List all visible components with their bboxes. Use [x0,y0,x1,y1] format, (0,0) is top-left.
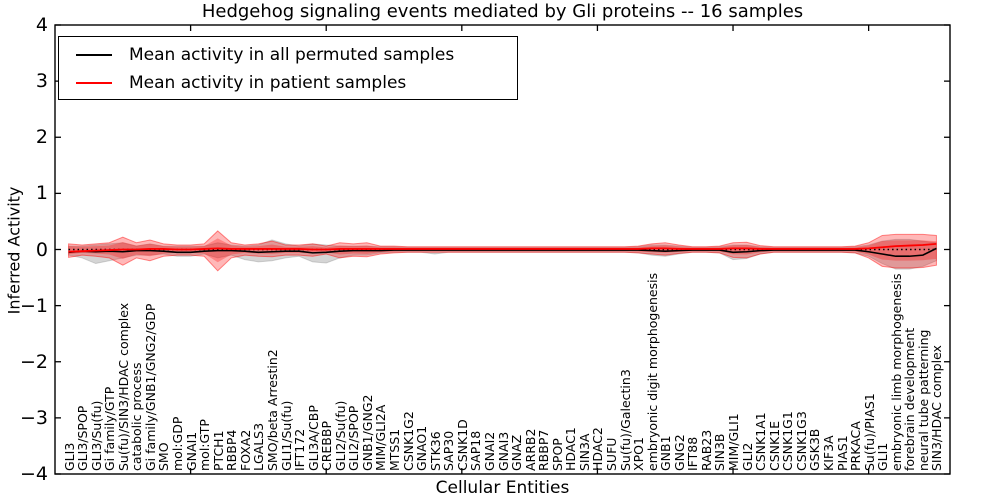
x-axis-label: Cellular Entities [435,478,570,498]
x-tick-label: SAP30 [441,430,457,471]
x-tick-label: MTSS1 [387,428,402,471]
x-tick-label: catabolic process [129,362,145,471]
legend-item-patient: Mean activity in patient samples [59,70,406,96]
x-tick-label: SMO [156,442,172,471]
y-tick-label: 3 [35,70,48,93]
x-tick-label: SPOP [549,438,565,471]
y-tick-label: 2 [35,126,48,149]
x-tick-label: PTCH1 [210,430,226,471]
x-tick-label: SMO/beta Arrestin2 [264,349,280,471]
x-tick-label: GNB1 [658,435,674,471]
x-tick-label: GNAI2 [481,431,497,471]
x-tick-label: GNAI3 [495,431,511,471]
y-tick-label: −3 [19,406,48,429]
x-tick-label: HDAC2 [590,427,606,471]
patient-mean-line [68,242,937,253]
y-tick-label: −1 [19,294,48,317]
x-tick-label: GLI3 [61,442,77,471]
x-tick-label: Su(fu)/Galectin3 [617,369,633,471]
y-tick-label: −4 [19,463,48,485]
x-tick-label: GLI3A/CBP [305,405,321,471]
x-tick-label: GNAZ [509,434,525,471]
x-tick-label: MIM/GLI1 [726,413,742,471]
x-tick-label: RAB23 [698,429,714,471]
x-tick-label: GNAI1 [183,431,199,471]
x-tick-label: forebrain development [902,327,918,471]
legend-line-patient-icon [76,82,112,84]
x-tick-label: KIF3A [820,435,836,471]
x-tick-label: HDAC1 [563,427,579,471]
x-tick-label: mol:GTP [197,419,213,471]
x-tick-label: RBBP7 [536,429,552,471]
x-tick-label: SIN3/HDAC complex [929,345,945,471]
y-tick-label: 1 [35,182,48,205]
x-tick-label: neural tube patterning [915,329,931,471]
chart-title: Hedgehog signaling events mediated by Gl… [201,1,804,22]
y-tick-label: 4 [35,14,48,36]
x-tick-label: MIM/GLI2A [373,404,389,471]
x-tick-label: PRKACA [848,421,864,471]
legend-item-permuted: Mean activity in all permuted samples [59,42,454,68]
x-tick-label: CSNK1A1 [753,412,769,471]
y-tick-label: −2 [19,350,48,373]
legend-label-patient: Mean activity in patient samples [129,73,407,93]
x-tick-label: embryonic limb morphogenesis [888,273,904,471]
x-tick-label: Su(fu)/SIN3/HDAC complex [115,302,131,471]
x-tick-label: IFT88 [685,436,701,471]
x-tick-label: GNB1/GNG2 [359,394,375,471]
x-tick-label: GNAO1 [414,425,430,471]
x-tick-label: GLI2/SPOP [346,405,362,471]
permuted-mean-line [68,247,937,258]
x-tick-label: RBBP4 [224,429,240,471]
x-tick-label: PIAS1 [834,435,850,471]
x-tick-label: CREBBP [319,421,335,471]
patient-band [68,230,937,272]
x-tick-label: CSNK1G2 [400,411,416,471]
x-tick-label: IFT172 [292,428,308,471]
x-tick-label: GLI2 [739,442,755,471]
x-tick-label: GSK3B [807,428,823,471]
x-tick-label: GLI3/SPOP [75,405,91,471]
x-tick-label: GLI3/Su(fu) [88,400,104,471]
x-tick-label: SUFU [603,437,619,471]
x-tick-label: Su(fu)/PIAS1 [861,393,877,471]
x-tick-label: CSNK1G1 [780,411,796,471]
legend: Mean activity in all permuted samples Me… [58,36,518,100]
x-tick-label: STK36 [427,431,443,471]
x-tick-label: SIN3B [712,433,728,472]
x-tick-label: CSNK1D [454,419,470,471]
x-tick-label: XPO1 [631,437,647,471]
x-tick-label: FOXA2 [237,429,253,471]
x-tick-label: LGALS3 [251,422,267,471]
x-tick-label: GLI1 [875,442,891,471]
x-tick-label: GNG2 [671,434,687,471]
x-tick-label: embryonic digit morphogenesis [644,272,660,471]
legend-line-permuted-icon [76,54,112,56]
x-tick-label: GLI1/Su(fu) [278,400,294,471]
x-tick-label: ARRB2 [522,428,538,471]
x-tick-label: Gi family/GTP [102,386,118,471]
x-tick-label: mol:GDP [170,416,186,471]
x-tick-label: CSNK1E [766,420,782,471]
x-tick-label: SIN3A [576,433,592,471]
legend-label-permuted: Mean activity in all permuted samples [129,45,455,65]
x-tick-label: CSNK1G3 [793,411,809,471]
permuted-band [68,238,937,270]
x-tick-label: GLI2/Su(fu) [332,400,348,471]
x-tick-label: Gi family/GNB1/GNG2/GDP [142,303,158,471]
x-tick-label: SAP18 [468,430,484,471]
y-tick-label: 0 [35,238,48,261]
